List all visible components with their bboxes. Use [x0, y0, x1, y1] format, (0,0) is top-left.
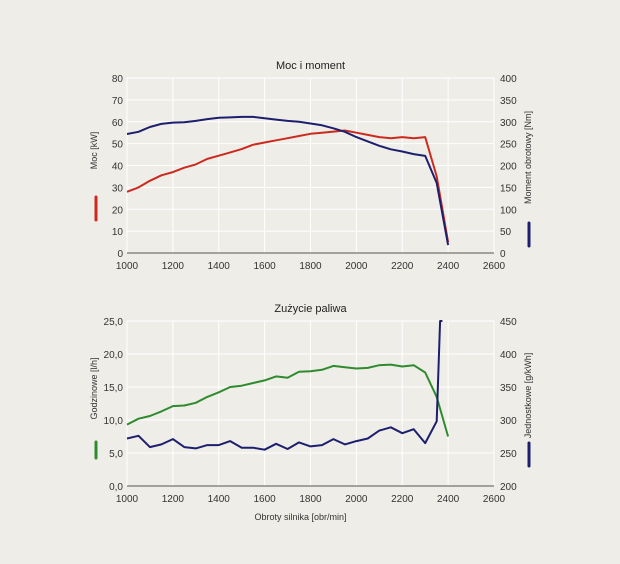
chart1-x-tick-label: 1800 [299, 261, 322, 272]
chart1-y-left-tick-label: 0 [117, 249, 123, 260]
chart2-series-left-line [126, 363, 450, 437]
chart2-x-tick-label: 1200 [162, 494, 185, 505]
chart1-y-left-tick-label: 50 [112, 140, 124, 151]
chart2-x-tick-label: 2000 [345, 494, 368, 505]
chart2-y-left-label: Godzinowe [l/h] [89, 357, 99, 419]
chart2-y-left-tick-label: 20,0 [104, 350, 124, 361]
chart2-x-tick-label: 2200 [391, 494, 414, 505]
chart2-y-right-tick-label: 300 [500, 416, 517, 427]
chart1-x-tick-label: 2000 [345, 261, 368, 272]
chart1-title: Moc i moment [276, 60, 345, 72]
chart2-x-tick-label: 1000 [116, 494, 139, 505]
chart2-x-tick-label: 2600 [483, 494, 506, 505]
chart2-y-left-tick-label: 15,0 [104, 383, 124, 394]
chart2-y-left-tick-label: 25,0 [104, 317, 124, 328]
chart2-x-tick-label: 1800 [299, 494, 322, 505]
chart1-series-left-line [126, 129, 450, 243]
chart1-x-tick-label: 1200 [162, 261, 185, 272]
chart1-x-tick-label: 1600 [254, 261, 277, 272]
chart2-y-right-tick-label: 350 [500, 383, 517, 394]
chart2-y-right-tick-label: 400 [500, 350, 517, 361]
chart1-y-left-label: Moc [kW] [89, 132, 99, 170]
chart2-series-right-line [126, 320, 443, 451]
chart2-y-right-label: Jednostkowe [g/kWh] [523, 353, 533, 439]
chart1-y-left-tick-label: 80 [112, 74, 124, 85]
chart2-x-tick-label: 1600 [254, 494, 277, 505]
chart1-y-right-label: Moment obrotowy [Nm] [523, 111, 533, 204]
chart1-y-right-tick-label: 250 [500, 140, 517, 151]
chart2-x-label: Obroty silnika [obr/min] [254, 512, 346, 522]
chart1-y-left-tick-label: 70 [112, 96, 124, 107]
chart1-y-right-tick-label: 400 [500, 74, 517, 85]
chart1-y-left-tick-label: 40 [112, 162, 124, 173]
chart1-y-left-tick-label: 10 [112, 227, 124, 238]
chart1-y-left-tick-label: 30 [112, 183, 124, 194]
chart1-y-left-tick-label: 60 [112, 118, 124, 129]
chart2-y-right-tick-label: 250 [500, 449, 517, 460]
chart1-x-tick-label: 2400 [437, 261, 460, 272]
chart2-y-left-tick-label: 0,0 [109, 482, 123, 493]
chart1-x-tick-label: 1000 [116, 261, 139, 272]
chart1-x-tick-label: 2600 [483, 261, 506, 272]
chart1-y-right-tick-label: 0 [500, 249, 506, 260]
chart1-x-tick-label: 2200 [391, 261, 414, 272]
chart1-y-right-tick-label: 100 [500, 205, 517, 216]
chart1-y-right-tick-label: 50 [500, 227, 512, 238]
chart2-title: Zużycie paliwa [274, 303, 347, 315]
chart1-series-right-line [126, 115, 450, 246]
chart1-y-right-tick-label: 300 [500, 118, 517, 129]
chart1-y-right-tick-label: 200 [500, 162, 517, 173]
chart1-y-right-tick-label: 150 [500, 183, 517, 194]
chart2-y-right-tick-label: 200 [500, 482, 517, 493]
chart2-y-left-tick-label: 10,0 [104, 416, 124, 427]
chart2-y-left-tick-label: 5,0 [109, 449, 123, 460]
chart1-y-left-tick-label: 20 [112, 205, 124, 216]
chart2-y-right-tick-label: 450 [500, 317, 517, 328]
chart1-x-tick-label: 1400 [208, 261, 231, 272]
chart2-x-tick-label: 2400 [437, 494, 460, 505]
chart1-y-right-tick-label: 350 [500, 96, 517, 107]
chart2-x-tick-label: 1400 [208, 494, 231, 505]
